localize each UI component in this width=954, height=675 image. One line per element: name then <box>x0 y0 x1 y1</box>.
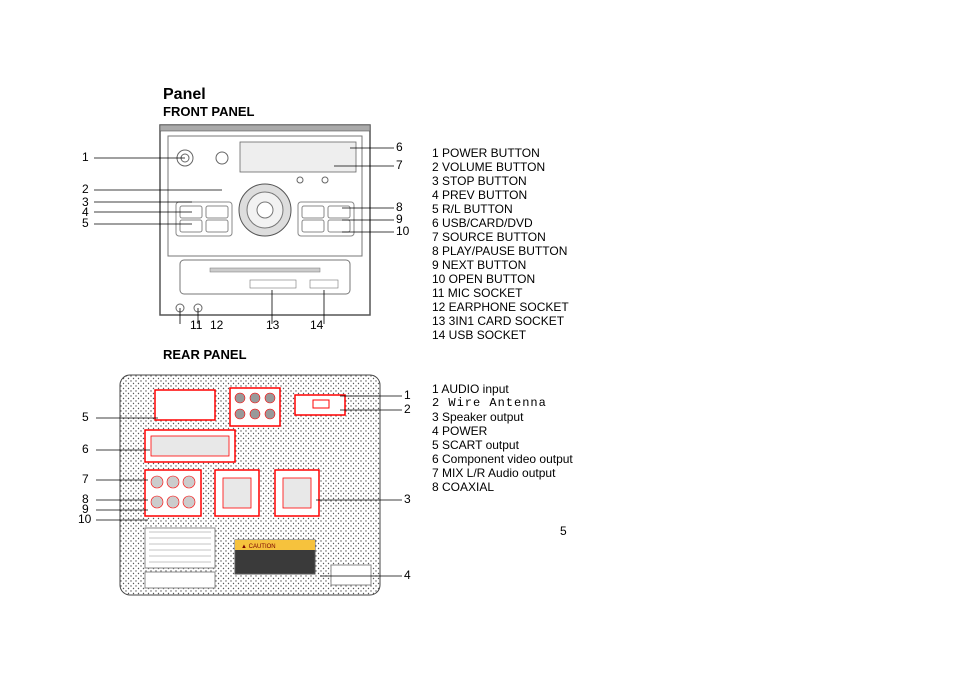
rp-leg-2: 2 Wire Antenna <box>432 396 547 410</box>
rp-left-10: 10 <box>78 512 91 526</box>
fp-leg-13: 13 3IN1 CARD SOCKET <box>432 314 564 328</box>
rp-leg-8: 8 COAXIAL <box>432 480 494 494</box>
front-panel-leaders <box>88 120 398 330</box>
fp-leg-12: 12 EARPHONE SOCKET <box>432 300 569 314</box>
fp-bot-13: 13 <box>266 318 279 332</box>
fp-right-7: 7 <box>396 158 403 172</box>
fp-leg-14: 14 USB SOCKET <box>432 328 526 342</box>
fp-left-1: 1 <box>82 150 89 164</box>
rp-leg-3: 3 Speaker output <box>432 410 523 424</box>
rp-leg-5: 5 SCART output <box>432 438 519 452</box>
rp-leg-7: 7 MIX L/R Audio output <box>432 466 555 480</box>
page-number: 5 <box>560 524 567 538</box>
rp-right-3: 3 <box>404 492 411 506</box>
fp-left-2: 2 <box>82 182 89 196</box>
fp-leg-5: 5 R/L BUTTON <box>432 202 513 216</box>
rp-right-4: 4 <box>404 568 411 582</box>
rp-left-7: 7 <box>82 472 89 486</box>
rp-leg-6: 6 Component video output <box>432 452 573 466</box>
page: Panel FRONT PANEL REAR PANEL <box>0 0 954 675</box>
fp-leg-4: 4 PREV BUTTON <box>432 188 527 202</box>
rp-leg-1: 1 AUDIO input <box>432 382 509 396</box>
fp-bot-11: 11 <box>190 318 202 332</box>
rear-panel-leaders <box>88 370 408 600</box>
rp-right-2: 2 <box>404 402 411 416</box>
fp-leg-3: 3 STOP BUTTON <box>432 174 527 188</box>
rp-right-1: 1 <box>404 388 411 402</box>
rp-left-5: 5 <box>82 410 89 424</box>
fp-right-10: 10 <box>396 224 409 238</box>
fp-bot-14: 14 <box>310 318 323 332</box>
fp-leg-9: 9 NEXT BUTTON <box>432 258 526 272</box>
title-panel: Panel <box>163 86 206 104</box>
fp-right-6: 6 <box>396 140 403 154</box>
subtitle-rear-panel: REAR PANEL <box>163 347 247 362</box>
fp-leg-1: 1 POWER BUTTON <box>432 146 540 160</box>
fp-bot-12: 12 <box>210 318 223 332</box>
fp-leg-7: 7 SOURCE BUTTON <box>432 230 546 244</box>
fp-leg-10: 10 OPEN BUTTON <box>432 272 535 286</box>
rp-left-6: 6 <box>82 442 89 456</box>
fp-left-5: 5 <box>82 216 89 230</box>
fp-leg-6: 6 USB/CARD/DVD <box>432 216 533 230</box>
fp-leg-11: 11 MIC SOCKET <box>432 286 522 300</box>
rp-leg-4: 4 POWER <box>432 424 487 438</box>
fp-leg-8: 8 PLAY/PAUSE BUTTON <box>432 244 567 258</box>
subtitle-front-panel: FRONT PANEL <box>163 104 254 119</box>
fp-leg-2: 2 VOLUME BUTTON <box>432 160 545 174</box>
